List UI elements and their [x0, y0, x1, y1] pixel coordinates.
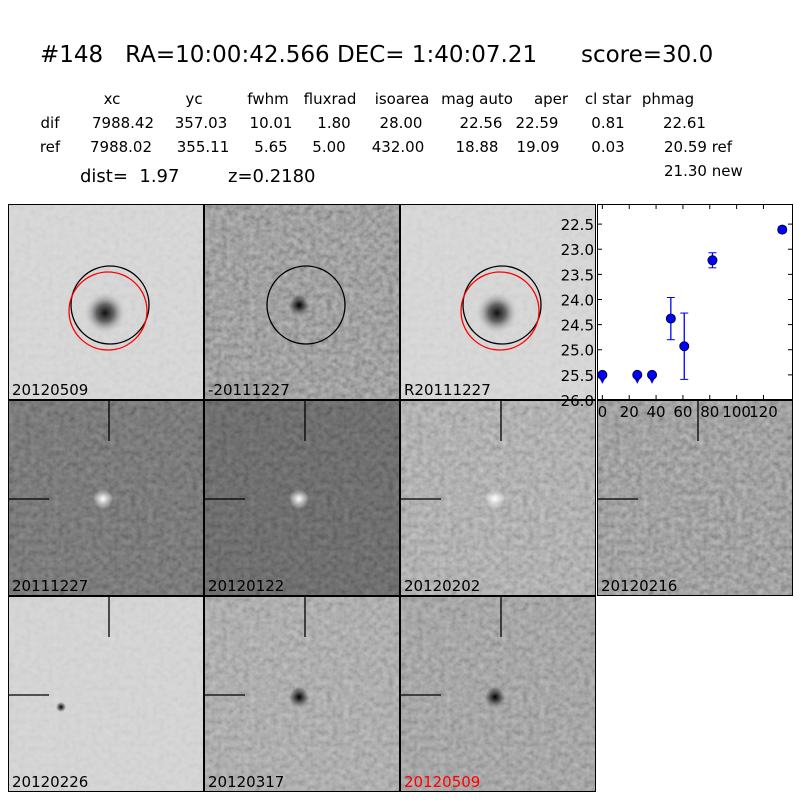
x-tick-label: 60: [673, 403, 692, 421]
image-stamp: 20120216: [597, 400, 793, 596]
cell: 0.03: [591, 138, 625, 156]
new-phmag: 21.30 new: [664, 162, 743, 180]
data-point: [679, 341, 690, 352]
y-tick-label: 25.0: [561, 342, 594, 360]
y-tick-label: 22.5: [561, 216, 594, 234]
data-point: [597, 369, 608, 380]
ref-aperture-circle: [462, 265, 542, 345]
dif-aperture-circle: [68, 271, 148, 351]
aperture-circle: [266, 265, 346, 345]
cell: 19.09: [516, 138, 560, 156]
stamp-date-label: 20120226: [12, 773, 89, 791]
stamp-date-label: -20111227: [208, 381, 290, 399]
header-fluxrad: fluxrad: [303, 90, 357, 108]
data-point: [647, 369, 658, 380]
header-fwhm: fwhm: [247, 90, 289, 108]
cell: 28.00: [379, 114, 423, 132]
image-stamp: 20120122: [204, 400, 400, 596]
stamp-date-label: R20111227: [404, 381, 491, 399]
cell: 22.59: [515, 114, 559, 132]
x-tick-label: 40: [647, 403, 666, 421]
stamp-date-label: 20120122: [208, 577, 285, 595]
stamp-date-label: 20120509: [12, 381, 89, 399]
light-curve-svg: 22.5 23.0 23.5 24.0 24.5 25.0 25.5 26.00 20 40 60 8…: [561, 204, 793, 421]
header-xc: xc: [103, 90, 121, 108]
cell: 0.81: [591, 114, 625, 132]
light-curve-plot: [597, 204, 793, 400]
x-tick-label: 100: [722, 403, 751, 421]
image-stamp: 20120317: [204, 596, 400, 792]
redshift-label: z=0.2180: [228, 166, 316, 187]
cell: 18.88: [455, 138, 499, 156]
header-mag-auto: mag auto: [441, 90, 513, 108]
cell: 357.03: [174, 114, 228, 132]
y-tick-label: 26.0: [561, 392, 594, 410]
y-tick-label: 24.5: [561, 317, 594, 335]
image-stamp: 20111227: [8, 400, 204, 596]
stamp-date-label: 20120509: [404, 773, 481, 791]
cell: 7988.42: [91, 114, 155, 132]
ref-aperture-circle: [70, 265, 150, 345]
y-tick-label: 23.5: [561, 266, 594, 284]
cell-phmag: 20.59 ref: [664, 138, 733, 156]
x-tick-label: 120: [749, 403, 778, 421]
candidate-title: #148 RA=10:00:42.566 DEC= 1:40:07.21 sco…: [40, 42, 714, 68]
image-stamp: 20120226: [8, 596, 204, 792]
x-tick-label: 20: [620, 403, 639, 421]
image-stamp: 20120509: [8, 204, 204, 400]
cell: 22.56: [459, 114, 503, 132]
header-isoarea: isoarea: [374, 90, 430, 108]
image-stamp: R20111227: [400, 204, 596, 400]
y-tick-label: 23.0: [561, 241, 594, 259]
cell: 5.00: [312, 138, 346, 156]
cell: 432.00: [371, 138, 425, 156]
header-yc: yc: [185, 90, 203, 108]
cell-phmag: 22.61: [663, 114, 706, 132]
y-tick-label: 24.0: [561, 291, 594, 309]
image-stamp: -20111227: [204, 204, 400, 400]
header-cl-star: cl star: [584, 90, 632, 108]
y-tick-label: 25.5: [561, 367, 594, 385]
stamp-date-label: 20120202: [404, 577, 481, 595]
header-phmag: phmag: [641, 90, 695, 108]
cell: 5.65: [254, 138, 288, 156]
x-tick-label: 0: [598, 403, 608, 421]
cell: 1.80: [317, 114, 351, 132]
row-label-ref: ref: [39, 138, 61, 156]
data-point: [665, 313, 676, 324]
stamp-date-label: 20111227: [12, 577, 89, 595]
dif-aperture-circle: [460, 271, 540, 351]
cell: 7988.02: [89, 138, 153, 156]
data-point: [777, 224, 788, 235]
x-tick-label: 80: [700, 403, 719, 421]
image-stamp: 20120509: [400, 596, 596, 792]
cell: 10.01: [249, 114, 293, 132]
header-aper: aper: [533, 90, 569, 108]
data-point: [632, 369, 643, 380]
stamp-date-label: 20120216: [601, 577, 678, 595]
row-label-dif: dif: [40, 114, 60, 132]
stamp-date-label: 20120317: [208, 773, 285, 791]
data-point: [707, 255, 718, 266]
cell: 355.11: [176, 138, 230, 156]
image-stamp: 20120202: [400, 400, 596, 596]
distance-label: dist= 1.97: [80, 166, 180, 187]
